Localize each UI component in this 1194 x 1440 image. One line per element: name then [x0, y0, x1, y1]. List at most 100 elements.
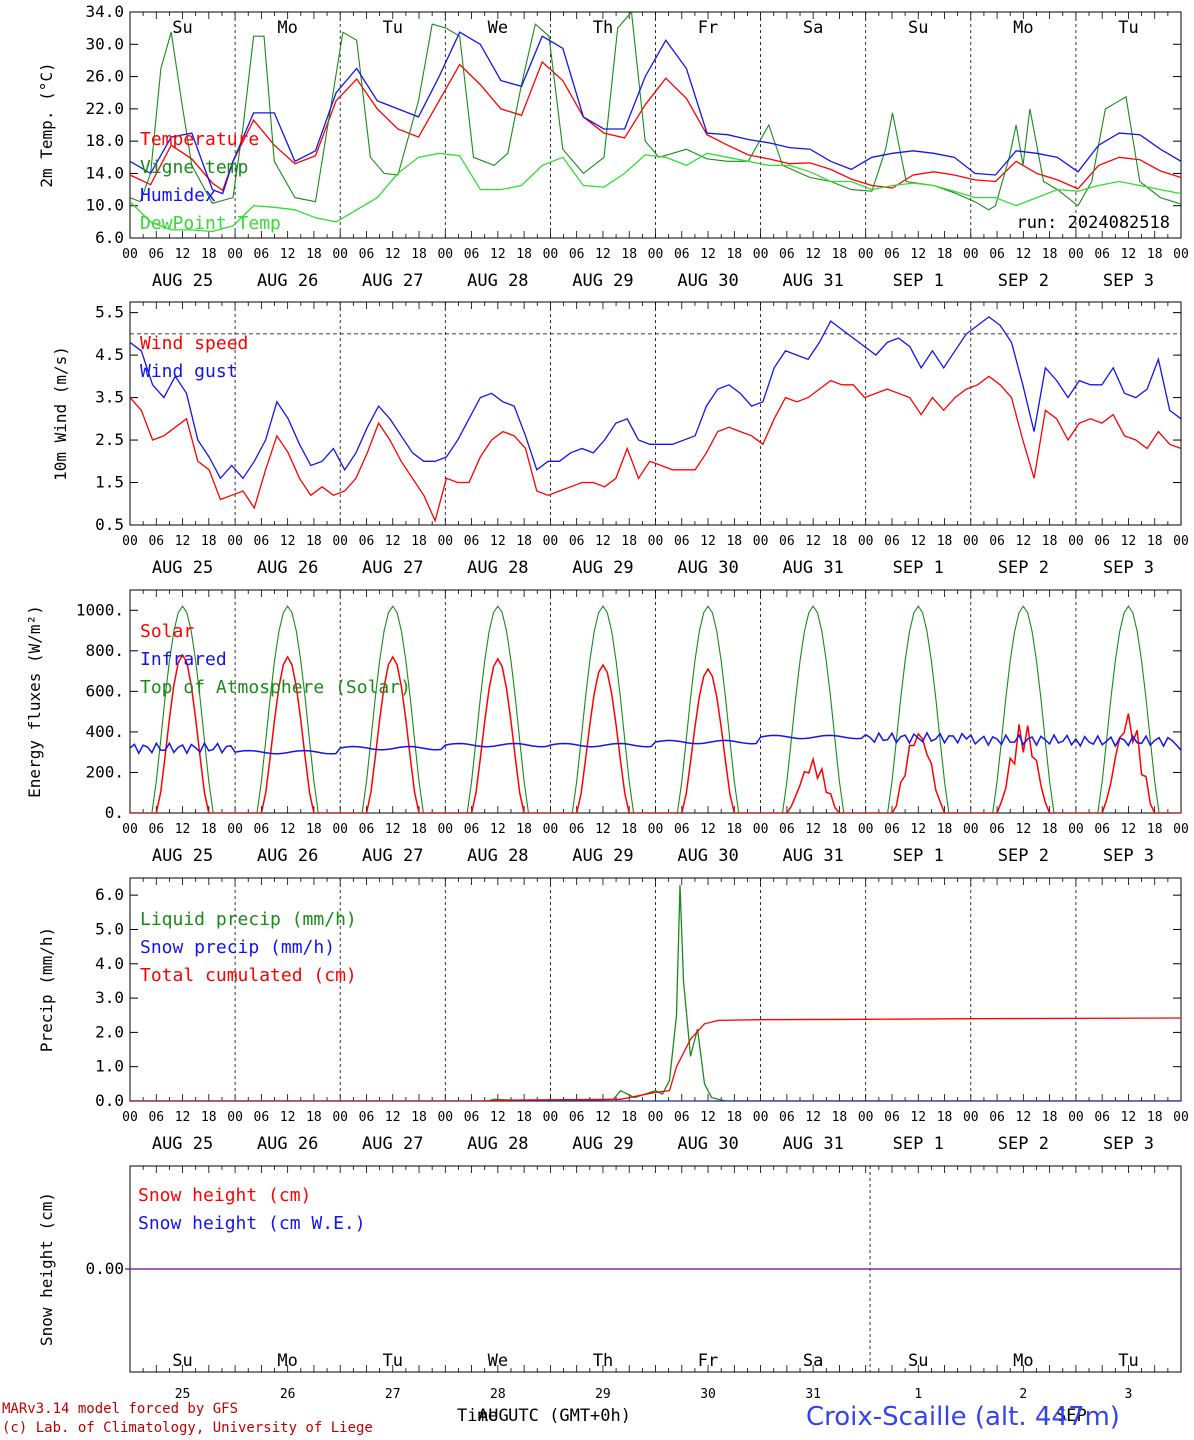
legend-entry: Vigne temp: [140, 157, 248, 178]
solar-line: [130, 653, 1181, 813]
hour-tick-label: 12: [700, 534, 716, 549]
hour-tick-label: 12: [175, 534, 191, 549]
hour-tick-label: 06: [1094, 534, 1110, 549]
y-tick-label: 6.0: [95, 885, 124, 904]
toa-solar-line: [130, 605, 1181, 813]
hour-tick-label: 06: [359, 247, 375, 262]
hour-tick-label: 12: [595, 1110, 611, 1125]
series-wind-speed: [130, 375, 1181, 523]
hour-tick-label: 00: [963, 1110, 979, 1125]
date-label: SEP 1: [893, 846, 944, 866]
weekday-label: Su: [908, 18, 928, 38]
hour-tick-label: 06: [884, 1110, 900, 1125]
y-axis-label: 2m Temp. (°C): [37, 62, 56, 187]
y-tick-label: 26.0: [85, 67, 124, 86]
series-group: [130, 316, 1181, 523]
hour-tick-label: 18: [411, 822, 427, 837]
hour-tick-label: 18: [1147, 247, 1163, 262]
legend-entry: Wind speed: [140, 333, 248, 354]
hour-tick-label: 12: [700, 822, 716, 837]
date-label: AUG 25: [152, 846, 213, 866]
date-label: AUG 30: [677, 271, 738, 291]
hour-tick-label: 18: [937, 822, 953, 837]
series-group: [130, 12, 1181, 233]
hour-tick-label: 06: [254, 1110, 270, 1125]
date-label: AUG 29: [572, 558, 633, 578]
hour-tick-label: 18: [937, 1110, 953, 1125]
hour-tick-label: 00: [1068, 822, 1084, 837]
hour-tick-label: 00: [648, 534, 664, 549]
date-label: AUG 29: [572, 846, 633, 866]
footer-copyright-line: (c) Lab. of Climatology, University of L…: [2, 1420, 373, 1436]
hour-tick-label: 06: [148, 534, 164, 549]
weekday-label: Fr: [698, 1351, 718, 1371]
hour-tick-label: 18: [306, 534, 322, 549]
series-total-cumulated-cm-: [130, 1017, 1181, 1101]
hour-tick-label: 00: [227, 822, 243, 837]
hour-tick-label: 12: [280, 247, 296, 262]
hour-tick-label: 00: [648, 1110, 664, 1125]
hour-tick-label: 12: [805, 247, 821, 262]
hour-tick-label: 18: [937, 247, 953, 262]
hour-tick-label: 00: [1173, 247, 1189, 262]
date-label: AUG 27: [362, 846, 423, 866]
legend-entry: Snow height (cm W.E.): [138, 1213, 366, 1234]
date-label: AUG 28: [467, 846, 528, 866]
hour-tick-label: 00: [227, 1110, 243, 1125]
hour-tick-label: 06: [1094, 822, 1110, 837]
hour-tick-label: 00: [963, 822, 979, 837]
hour-tick-label: 06: [779, 247, 795, 262]
hour-tick-label: 18: [1147, 1110, 1163, 1125]
hour-tick-label: 18: [516, 822, 532, 837]
date-label: SEP 3: [1103, 846, 1154, 866]
hour-tick-label: 18: [516, 247, 532, 262]
hour-tick-label: 18: [411, 534, 427, 549]
hour-tick-label: 12: [700, 247, 716, 262]
hour-tick-label: 00: [648, 822, 664, 837]
hour-tick-label: 18: [726, 247, 742, 262]
hour-tick-label: 12: [1121, 822, 1137, 837]
hour-tick-label: 12: [805, 822, 821, 837]
hour-tick-label: 00: [753, 534, 769, 549]
date-label: AUG 28: [467, 558, 528, 578]
panel-1: 6.0 10.0 14.0 18.0 22.0 26.0 30.0 34.0 2m Temp. …: [37, 2, 1189, 291]
hour-tick-label: 06: [569, 534, 585, 549]
hour-tick-label: 06: [569, 247, 585, 262]
weekday-label: Fr: [698, 18, 718, 38]
y-axis-label: 10m Wind (m/s): [51, 346, 70, 481]
hour-tick-label: 18: [201, 822, 217, 837]
hour-tick-label: 06: [254, 822, 270, 837]
hour-tick-label: 06: [779, 534, 795, 549]
hour-tick-label: 00: [543, 822, 559, 837]
hour-tick-label: 18: [306, 822, 322, 837]
series-wind-gust: [130, 316, 1181, 480]
weekday-label: Mo: [277, 18, 297, 38]
y-tick-label: 600.: [85, 681, 124, 700]
hour-tick-label: 12: [910, 1110, 926, 1125]
date-label: AUG 31: [782, 558, 843, 578]
date-label: SEP 2: [998, 1134, 1049, 1154]
hour-tick-label: 12: [175, 822, 191, 837]
hour-tick-label: 18: [411, 247, 427, 262]
y-tick-label: 4.0: [95, 954, 124, 973]
hour-tick-label: 12: [280, 534, 296, 549]
hour-tick-label: 06: [464, 1110, 480, 1125]
hour-tick-label: 18: [621, 1110, 637, 1125]
series-dewpoint-temp: [130, 152, 1181, 233]
series-temperature: [130, 60, 1181, 192]
legend-entry: Wind gust: [140, 361, 238, 382]
infrared-line: [130, 731, 1181, 755]
hour-tick-label: 00: [437, 534, 453, 549]
hour-tick-label: 12: [490, 247, 506, 262]
y-tick-label: 2.5: [95, 430, 124, 449]
y-tick-label: 1.5: [95, 473, 124, 492]
hour-tick-label: 00: [122, 822, 138, 837]
hour-tick-label: 00: [332, 822, 348, 837]
hour-tick-label: 00: [963, 534, 979, 549]
y-tick-label: 200.: [85, 762, 124, 781]
hour-tick-label: 00: [332, 1110, 348, 1125]
y-tick-label: 18.0: [85, 131, 124, 150]
weekday-label: Tu: [1118, 18, 1138, 38]
panel-2: 0.5 1.5 2.5 3.5 4.5 5.5 10m Wind (m/s) 00 06 12 18…: [51, 301, 1189, 578]
hour-tick-label: 12: [1016, 247, 1032, 262]
